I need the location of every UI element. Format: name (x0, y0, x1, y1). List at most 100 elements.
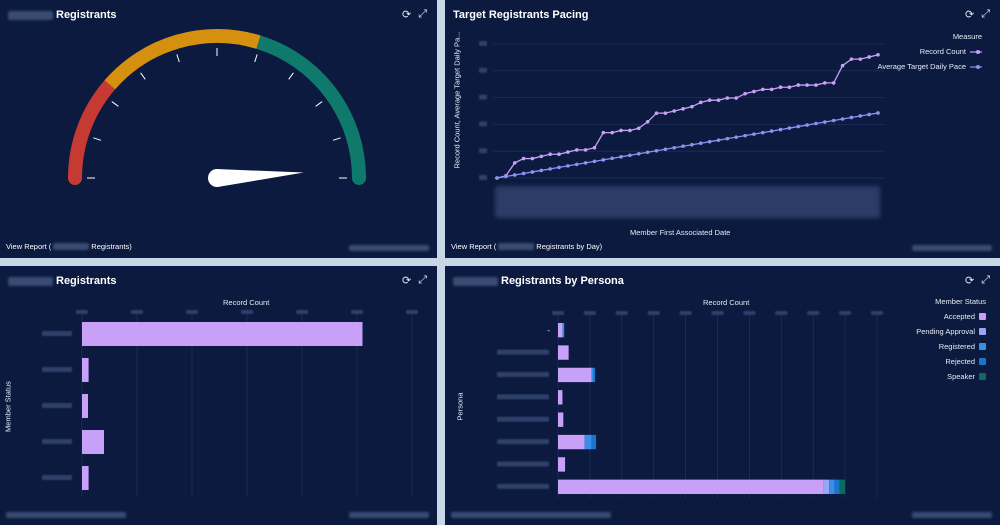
redacted-tick-label (296, 310, 308, 314)
persona-bar-segment (834, 479, 840, 494)
panel-title-text: Target Registrants Pacing (453, 9, 589, 21)
data-point (778, 127, 783, 132)
panel-title-text: Registrants (56, 9, 117, 21)
data-point (530, 170, 535, 174)
persona-bar-segment (839, 479, 846, 494)
data-point (601, 158, 606, 162)
data-point (840, 63, 845, 68)
legend-item-pending-approval[interactable]: Pending Approval (916, 327, 986, 336)
legend-item-rejected[interactable]: Rejected (916, 357, 986, 366)
status-bar (82, 430, 104, 454)
data-point (867, 112, 871, 117)
redacted-tick-label (406, 310, 418, 314)
x-axis-title: Member First Associated Date (630, 228, 731, 237)
line-marker-icon (970, 49, 982, 54)
panel-toolbar: ⟳ ⤢ (965, 8, 990, 21)
panel-toolbar: ⟳ ⤢ (402, 274, 427, 287)
measure-legend: Measure Record Count Average Target Dail… (877, 32, 982, 77)
data-point (823, 120, 827, 124)
legend-title: Member Status (935, 297, 986, 306)
legend-swatch (979, 328, 986, 335)
legend-swatch (979, 313, 986, 320)
x-axis-title: Record Count (223, 298, 270, 307)
data-point (636, 126, 641, 131)
expand-icon[interactable]: ⤢ (418, 274, 427, 286)
status-bar (82, 358, 89, 382)
refresh-icon[interactable]: ⟳ (401, 275, 412, 287)
data-point (530, 156, 535, 161)
refresh-icon[interactable]: ⟳ (401, 9, 412, 21)
data-point (707, 98, 712, 102)
redacted-tick-label (647, 311, 660, 315)
panel-title: Target Registrants Pacing (453, 9, 589, 21)
data-point (690, 142, 694, 147)
legend-swatch (979, 343, 986, 350)
pacing-panel: Target Registrants Pacing ⟳ ⤢ Record Cou… (445, 0, 1000, 258)
persona-bar-segment (593, 367, 596, 383)
category-label: - (547, 326, 550, 335)
redacted-tick-label (615, 311, 628, 315)
persona-bar-segment (558, 412, 564, 427)
gauge-band-red (68, 80, 116, 179)
refresh-icon[interactable]: ⟳ (964, 275, 975, 287)
legend-label: Accepted (943, 312, 975, 321)
expand-icon[interactable]: ⤢ (981, 274, 990, 286)
expand-icon[interactable]: ⤢ (981, 8, 990, 20)
data-point (663, 147, 668, 152)
legend-label: Registered (938, 342, 975, 351)
redacted-timestamp (912, 245, 992, 251)
data-point (796, 83, 801, 87)
view-report-link[interactable]: View Report ( Registrants) (6, 242, 132, 251)
data-point (592, 159, 597, 164)
redacted-timestamp (912, 512, 992, 518)
data-point (858, 57, 863, 61)
redacted-timestamp (349, 512, 429, 518)
gauge-tick (254, 54, 258, 63)
view-report-prefix: View Report ( (451, 242, 497, 251)
data-point (539, 154, 544, 159)
legend-item-accepted[interactable]: Accepted (916, 312, 986, 321)
redacted-text (8, 10, 53, 20)
redacted-timestamp (349, 245, 429, 251)
data-point (654, 111, 659, 115)
data-point (574, 148, 579, 152)
legend-item-speaker[interactable]: Speaker (916, 372, 986, 381)
data-point (823, 81, 827, 85)
redacted-tick-label (479, 175, 487, 180)
data-point (831, 118, 836, 123)
persona-bar-segment (823, 479, 830, 494)
persona-bar-segment (829, 479, 835, 494)
data-point (539, 168, 544, 173)
redacted-category-label (497, 371, 549, 377)
data-point (787, 85, 792, 90)
registrants-gauge-panel: Registrants ⟳ ⤢ View Report ( Registrant… (0, 0, 437, 258)
data-point (876, 53, 880, 57)
data-point (636, 151, 641, 156)
legend-label: Average Target Daily Pace (877, 62, 966, 71)
persona-bar-segment (558, 479, 824, 494)
panel-title-text: Registrants (56, 275, 117, 287)
redacted-category-label (497, 394, 549, 400)
data-point (512, 173, 517, 177)
redacted-tick-label (479, 67, 487, 73)
data-point (743, 133, 747, 138)
data-point (681, 144, 685, 149)
persona-bar-chart: - (497, 311, 883, 498)
data-point (557, 165, 561, 170)
data-point (521, 171, 526, 176)
redacted-tick-label (479, 121, 487, 127)
redacted-footer-link (6, 512, 126, 518)
data-point (752, 89, 756, 94)
legend-item-record-count[interactable]: Record Count (877, 47, 982, 56)
expand-icon[interactable]: ⤢ (418, 8, 427, 20)
legend-label: Record Count (919, 47, 966, 56)
gauge-band-teal (256, 35, 366, 179)
refresh-icon[interactable]: ⟳ (964, 9, 975, 21)
view-report-link[interactable]: View Report ( Registrants by Day) (451, 242, 602, 251)
legend-item-registered[interactable]: Registered (916, 342, 986, 351)
gauge-tick (140, 72, 146, 80)
data-point (645, 120, 650, 124)
gauge-cap-start (68, 171, 82, 185)
data-point (787, 126, 792, 130)
legend-item-target-pace[interactable]: Average Target Daily Pace (877, 62, 982, 71)
